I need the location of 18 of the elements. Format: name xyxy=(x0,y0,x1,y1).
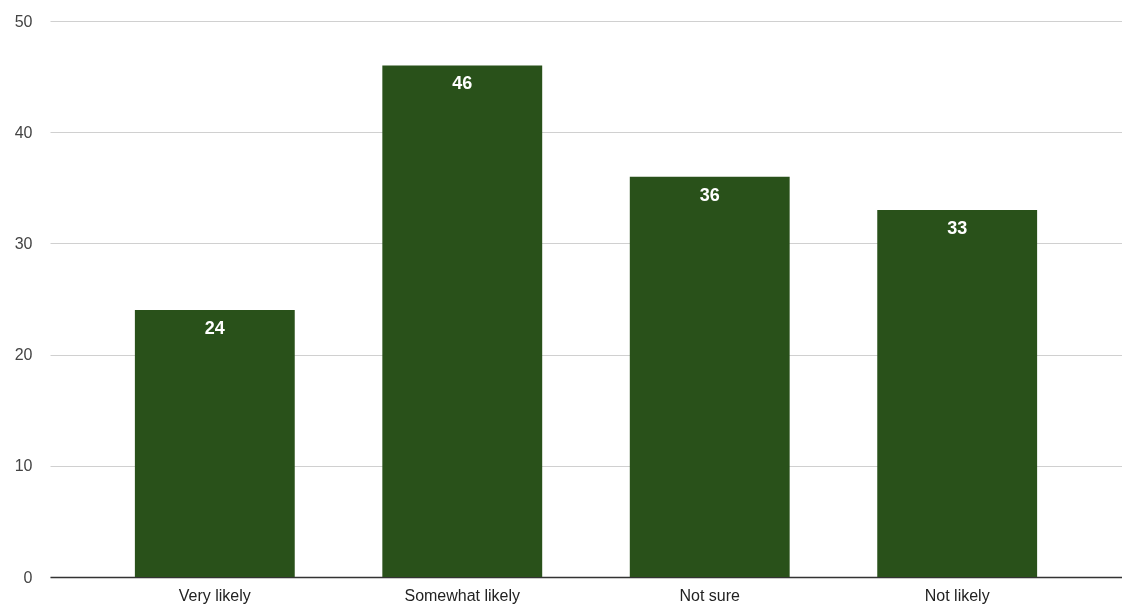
x-tick-label: Very likely xyxy=(178,586,251,604)
data-label: 46 xyxy=(452,73,473,94)
x-tick-label: Not likely xyxy=(924,586,990,604)
y-tick-label: 0 xyxy=(23,568,33,586)
y-tick-label: 40 xyxy=(14,123,33,141)
bar xyxy=(382,65,543,577)
y-tick-label: 50 xyxy=(14,12,33,30)
x-tick-label: Somewhat likely xyxy=(404,586,521,604)
bar xyxy=(877,210,1038,577)
data-label: 24 xyxy=(204,318,225,339)
x-tick-label: Not sure xyxy=(679,586,741,604)
bar xyxy=(629,176,790,577)
y-tick-label: 20 xyxy=(14,346,33,364)
data-label: 36 xyxy=(699,184,720,205)
y-tick-label: 10 xyxy=(14,457,33,475)
data-label: 33 xyxy=(947,218,968,239)
y-tick-label: 30 xyxy=(14,234,33,252)
bar xyxy=(134,310,295,577)
